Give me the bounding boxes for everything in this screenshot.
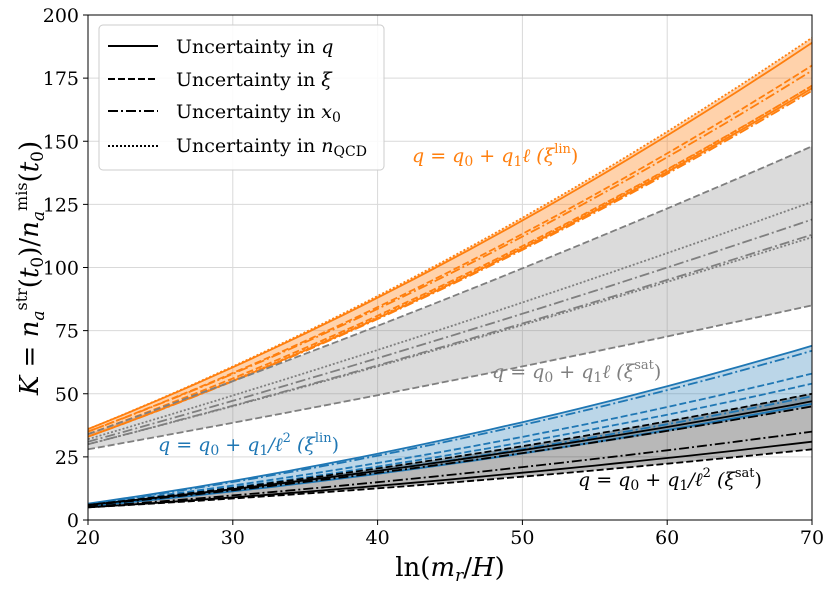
y-axis-label: K = nastr(t0)/namis(t0) — [12, 141, 49, 396]
series-line-6 — [87, 36, 813, 430]
series-line-9 — [87, 304, 813, 451]
series-line-8 — [87, 145, 813, 435]
x-tick-label: 70 — [800, 527, 824, 549]
y-tick-label: 200 — [43, 5, 79, 27]
svg-text:K = nastr(t0)/namis(t0): K = nastr(t0)/namis(t0) — [12, 141, 49, 396]
x-tick-label: 20 — [76, 527, 100, 549]
tick-layer: 20 30 40 50 60 70 0 25 50 75 100 125 150 175 200 — [43, 5, 824, 549]
series-line-21 — [87, 440, 813, 509]
series-line-12 — [87, 218, 813, 443]
legend-label-x0: Uncertainty in x0 — [176, 101, 341, 126]
y-tick-label: 150 — [43, 131, 79, 153]
y-tick-label: 0 — [67, 510, 79, 532]
series-line-11 — [87, 236, 813, 446]
series-line-18 — [87, 349, 813, 505]
series-line-0 — [87, 42, 813, 430]
series-line-10 — [87, 201, 813, 441]
series-line-16 — [87, 372, 813, 506]
series-line-3 — [87, 84, 813, 435]
annotation-gray: q = q0 + q1ℓ (ξsat) — [492, 358, 661, 386]
series-line-7 — [87, 84, 813, 438]
line-layer — [87, 36, 813, 509]
band-2 — [88, 345, 812, 507]
legend: Uncertainty in q Uncertainty in ξ Uncert… — [98, 24, 385, 171]
series-line-25 — [87, 430, 813, 508]
y-tick-label: 100 — [43, 258, 79, 280]
y-tick-label: 50 — [55, 384, 79, 406]
annotation-orange: q = q0 + q1ℓ (ξlin) — [412, 142, 578, 170]
series-line-14 — [87, 344, 813, 505]
annotation-black: q = q0 + q1/ℓ2 (ξsat) — [578, 466, 762, 494]
x-tick-label: 40 — [366, 527, 390, 549]
series-line-23 — [87, 448, 813, 509]
legend-box — [98, 24, 385, 171]
y-tick-label: 175 — [43, 68, 79, 90]
legend-label-xi: Uncertainty in ξ — [176, 69, 333, 91]
x-tick-label: 50 — [510, 527, 534, 549]
legend-label-q: Uncertainty in q — [176, 36, 333, 58]
y-tick-label: 25 — [55, 447, 79, 469]
x-axis-label: ln(mr/H) — [395, 553, 505, 586]
series-line-2 — [87, 64, 813, 433]
series-line-20 — [87, 400, 813, 506]
y-tick-label: 125 — [43, 194, 79, 216]
series-line-22 — [87, 392, 813, 506]
x-tick-label: 60 — [655, 527, 679, 549]
annotation-blue: q = q0 + q1/ℓ2 (ξlin) — [158, 431, 339, 459]
y-tick-label: 75 — [55, 321, 79, 343]
x-tick-label: 30 — [221, 527, 245, 549]
series-line-4 — [87, 69, 813, 433]
series-line-24 — [87, 405, 813, 507]
